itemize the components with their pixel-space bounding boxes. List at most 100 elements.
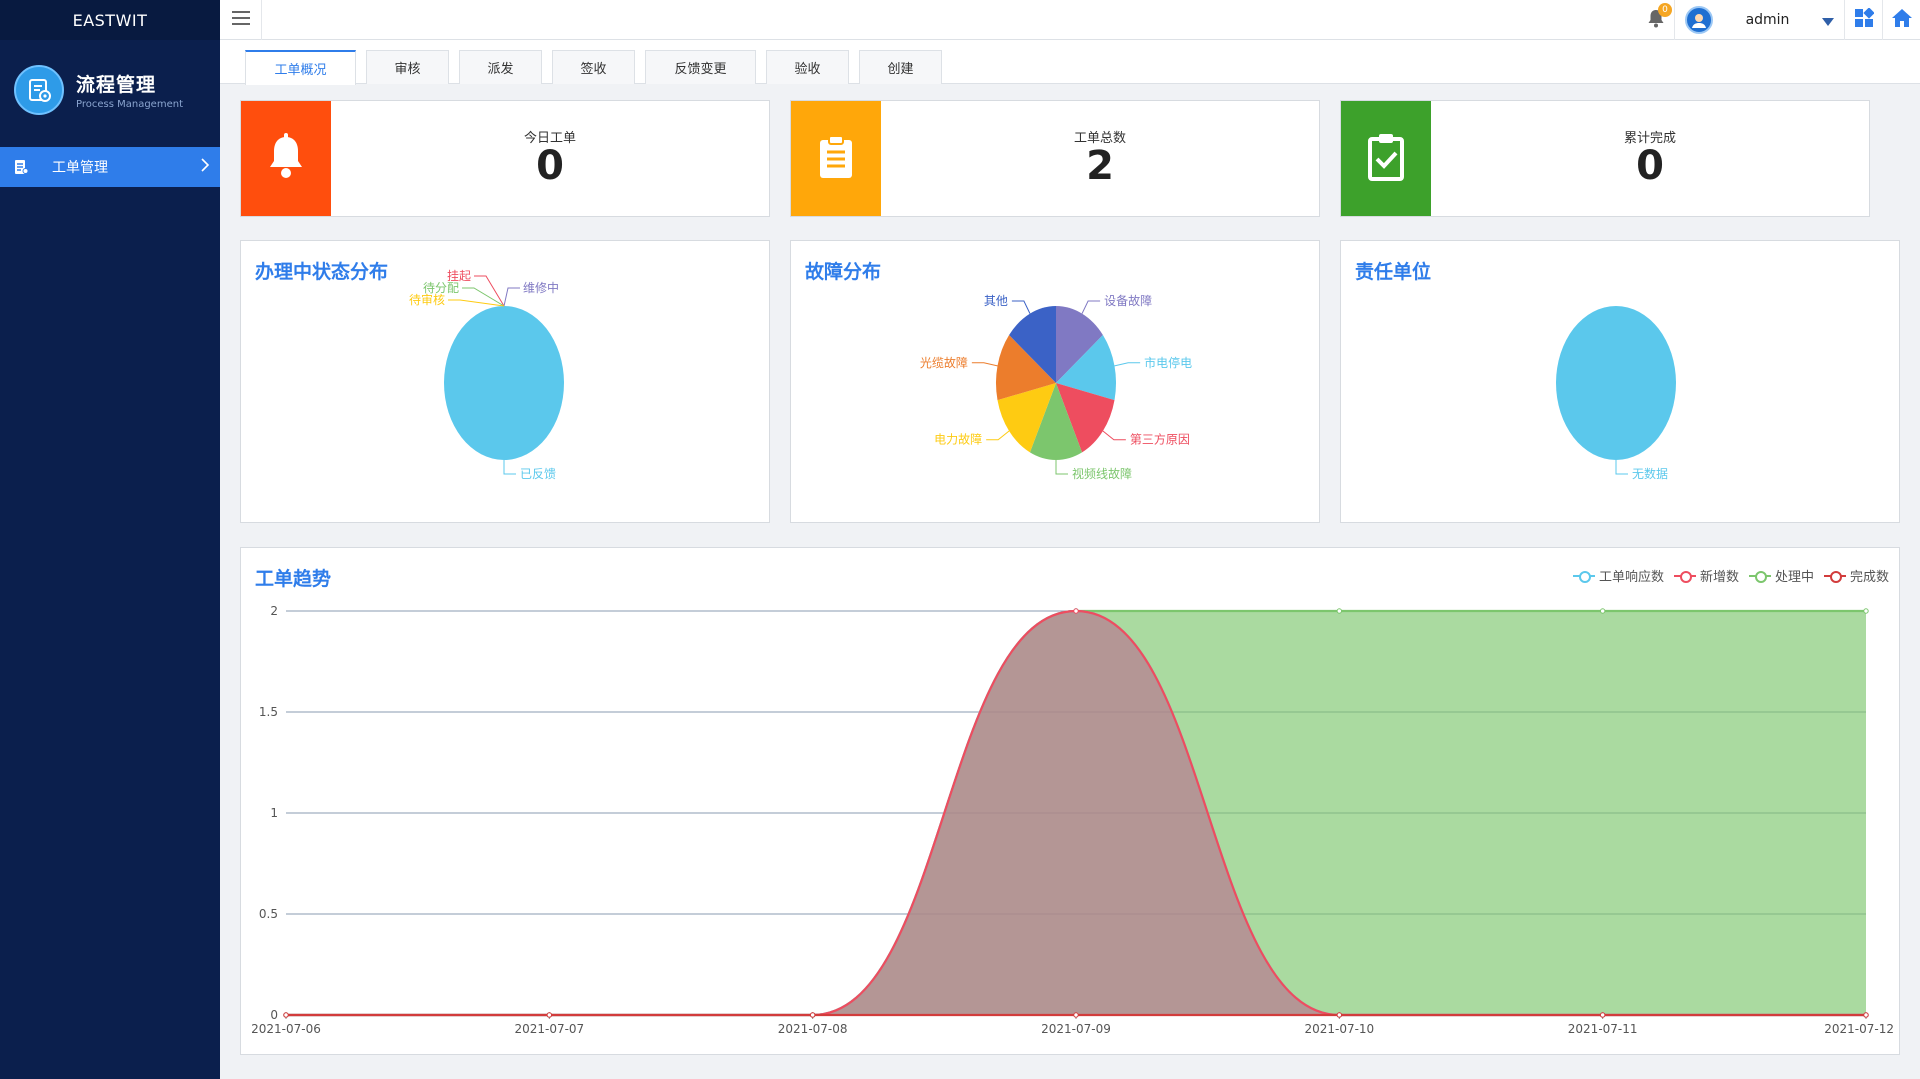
responsible-unit-panel: 无数据 责任单位 (1340, 240, 1900, 523)
label-line (971, 362, 998, 367)
label-line (1011, 300, 1031, 314)
pie-slice (1029, 383, 1083, 460)
top-bar: 0 admin (220, 0, 1920, 40)
slice-label: 已反馈 (520, 467, 556, 481)
slice-label: 光缆故障 (920, 355, 968, 370)
panel-title: 责任单位 (1355, 261, 1432, 283)
data-point (1073, 608, 1079, 614)
apps-grid-icon (1854, 7, 1875, 32)
caret-down-icon (1822, 11, 1834, 30)
data-point (1863, 1012, 1869, 1018)
data-point (1863, 608, 1869, 614)
stat-icon-box (1341, 101, 1431, 216)
series-area (286, 611, 1866, 1015)
stat-card-total: 工单总数 2 (790, 100, 1320, 217)
label-line (503, 287, 520, 307)
legend-swatch (1823, 570, 1846, 583)
hamburger-icon (231, 10, 251, 30)
tab-acceptance[interactable]: 验收 (766, 50, 849, 84)
pie-slice (444, 306, 564, 460)
legend-label: 新增数 (1699, 570, 1739, 585)
pie-slice (1056, 306, 1103, 383)
status-distribution-panel: 已反馈 维修中 挂起 待分配 待审核 办理中状态分布 (240, 240, 770, 523)
data-point (1336, 1012, 1343, 1018)
data-point (809, 1012, 816, 1018)
process-icon (14, 65, 64, 115)
x-tick-label: 2021-07-10 (1304, 1022, 1374, 1036)
stat-card-today: 今日工单 0 (240, 100, 770, 217)
slice-label: 待分配 (423, 281, 459, 295)
trend-area-chart: 0 0.5 1 1.5 2 2021-07-06 2021-07-07 2021-07-08 2… (251, 604, 1894, 1036)
stat-label: 工单总数 (1073, 131, 1126, 146)
chart-legend: 工单响应数 新增数 处理中 完成数 (1563, 566, 1889, 585)
legend-item[interactable]: 工单响应数 (1572, 566, 1664, 585)
username: admin (1745, 12, 1790, 28)
series-area (286, 611, 1866, 1015)
data-point (1073, 1012, 1079, 1018)
stat-label: 累计完成 (1623, 131, 1676, 146)
trend-panel: 0 0.5 1 1.5 2 2021-07-06 2021-07-07 2021-07-08 2… (240, 547, 1900, 1055)
apps-button[interactable] (1844, 0, 1882, 40)
legend-item[interactable]: 处理中 (1748, 566, 1814, 585)
data-point (1599, 1012, 1606, 1018)
brand-logo: EASTWIT (0, 0, 220, 40)
home-button[interactable] (1882, 0, 1920, 40)
module-subtitle: Process Management (76, 99, 183, 110)
legend-label: 工单响应数 (1598, 570, 1664, 585)
series-area (286, 611, 1866, 1015)
home-icon (1891, 8, 1913, 32)
slice-label: 视频线故障 (1072, 466, 1132, 481)
notification-badge: 0 (1658, 3, 1672, 17)
tab-feedback-change[interactable]: 反馈变更 (645, 50, 756, 84)
stat-icon-box (241, 101, 331, 216)
y-tick-label: 0 (270, 1008, 278, 1022)
legend-item[interactable]: 新增数 (1673, 566, 1739, 585)
y-tick-label: 2 (270, 604, 278, 618)
tab-overview[interactable]: 工单概况 (245, 50, 356, 85)
label-line (986, 430, 1010, 441)
legend-item[interactable]: 完成数 (1823, 566, 1889, 585)
label-line (1102, 430, 1126, 441)
stat-card-completed: 累计完成 0 (1340, 100, 1870, 217)
tab-review[interactable]: 审核 (366, 50, 449, 84)
menu-toggle-button[interactable] (220, 0, 262, 40)
pie-slice (1056, 334, 1116, 401)
slice-label: 市电停电 (1144, 355, 1192, 370)
sidebar-item-label: 工单管理 (52, 160, 108, 176)
legend-swatch (1748, 570, 1771, 583)
y-tick-label: 0.5 (259, 907, 278, 921)
sidebar-item-workorder[interactable]: 工单管理 (0, 147, 220, 187)
notifications-button[interactable]: 0 (1638, 0, 1674, 40)
tab-sign[interactable]: 签收 (552, 50, 635, 84)
slice-label: 电力故障 (934, 432, 982, 447)
stat-value: 2 (1086, 143, 1114, 189)
data-point (546, 1012, 553, 1018)
user-menu[interactable]: admin (1674, 0, 1844, 40)
x-tick-label: 2021-07-07 (514, 1022, 584, 1036)
data-point (1336, 608, 1343, 614)
module-header: 流程管理 Process Management (0, 40, 220, 140)
slice-label: 挂起 (447, 269, 471, 283)
legend-label: 处理中 (1774, 570, 1814, 585)
x-tick-label: 2021-07-12 (1824, 1022, 1894, 1036)
tab-dispatch[interactable]: 派发 (459, 50, 542, 84)
stat-value: 0 (536, 143, 564, 189)
chevron-right-icon (200, 158, 210, 176)
panel-title: 工单趋势 (255, 568, 332, 590)
label-line (1081, 300, 1101, 314)
data-point (283, 1012, 289, 1018)
clipboard-icon (818, 134, 854, 184)
fault-distribution-panel: 设备故障 市电停电 第三方原因 视频线故障 电力故障 光缆故障 其他 故障分布 (790, 240, 1320, 523)
slice-label: 无数据 (1632, 466, 1668, 481)
x-tick-label: 2021-07-08 (778, 1022, 848, 1036)
label-line (448, 299, 505, 307)
x-tick-label: 2021-07-09 (1041, 1022, 1111, 1036)
x-tick-label: 2021-07-11 (1568, 1022, 1638, 1036)
tab-create[interactable]: 创建 (859, 50, 942, 84)
legend-label: 完成数 (1849, 570, 1889, 585)
avatar (1685, 6, 1713, 34)
slice-label: 其他 (984, 294, 1008, 308)
stat-value: 0 (1636, 143, 1664, 189)
workorder-icon (12, 158, 30, 176)
